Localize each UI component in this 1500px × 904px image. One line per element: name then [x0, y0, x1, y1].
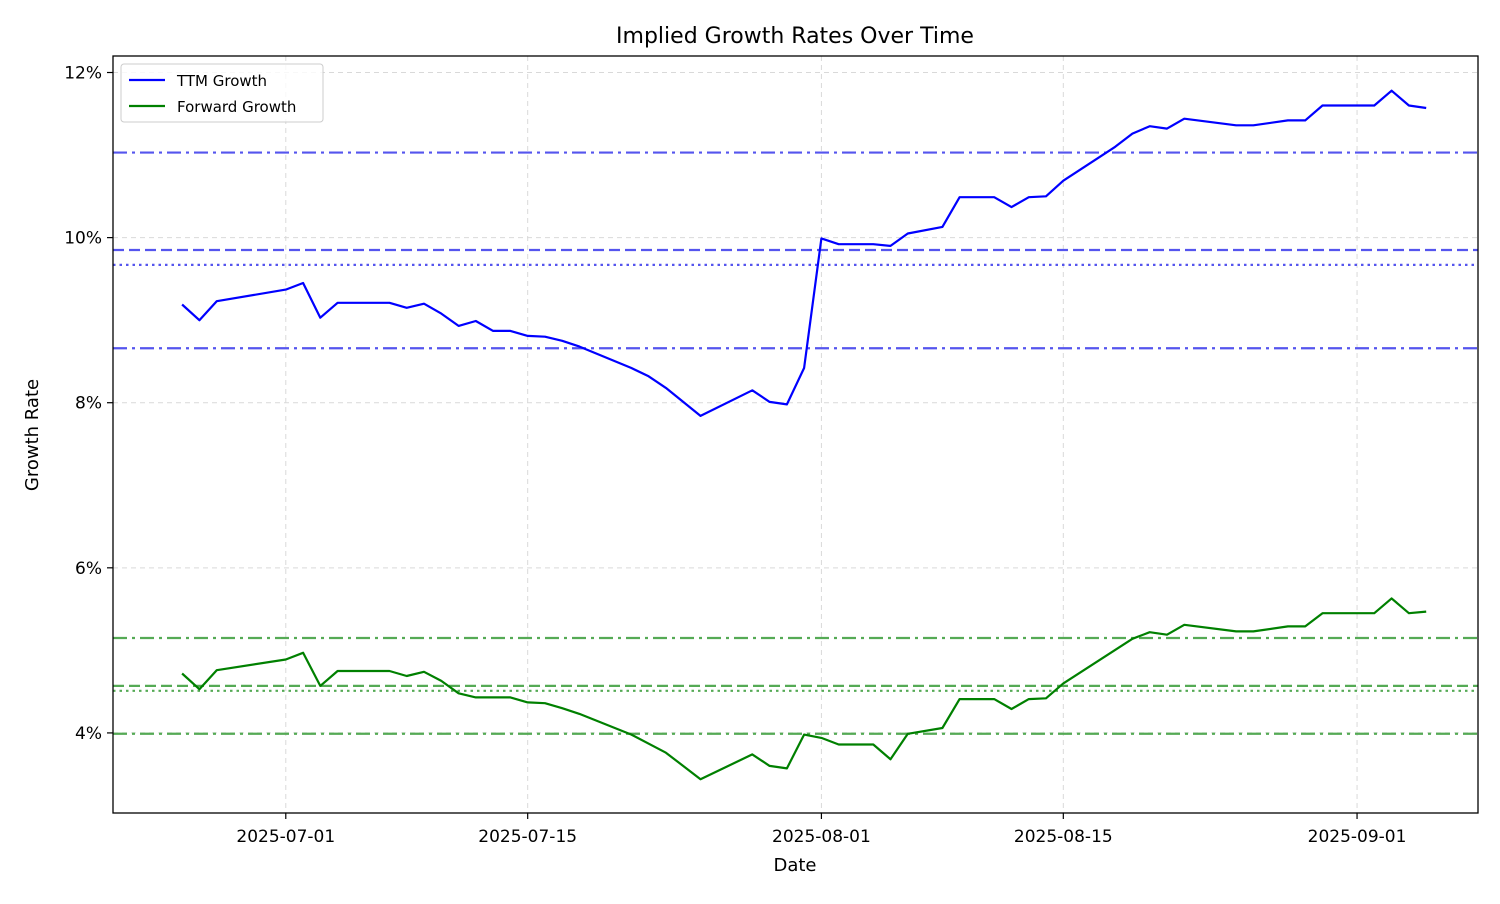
series-line-ttm-growth	[181, 89, 1427, 417]
y-tick-label: 12%	[64, 64, 102, 84]
y-tick-label: 10%	[64, 229, 102, 249]
x-tick-label: 2025-08-01	[772, 827, 871, 847]
legend-forward-label: Forward Growth	[177, 98, 296, 116]
grid	[113, 56, 1478, 813]
y-axis-label: Growth Rate	[22, 379, 43, 491]
x-tick-label: 2025-07-01	[236, 827, 335, 847]
x-tick-label: 2025-07-15	[478, 827, 577, 847]
chart-title: Implied Growth Rates Over Time	[616, 24, 974, 49]
plot-frame	[112, 55, 1479, 814]
reference-lines	[113, 151, 1478, 735]
y-axis-ticks: 4% 6% 8% 10% 12%	[64, 64, 113, 744]
legend-box	[120, 63, 324, 123]
y-tick-label: 4%	[75, 724, 102, 744]
series-line-forward-growth	[181, 597, 1427, 781]
x-axis-ticks: 2025-07-01 2025-07-15 2025-08-01 2025-08-15…	[236, 813, 1406, 847]
y-tick-label: 8%	[75, 394, 102, 414]
legend: TTM Growth Forward Growth	[120, 63, 324, 123]
y-tick-label: 6%	[75, 559, 102, 579]
x-axis-label: Date	[773, 855, 816, 876]
series-lines	[181, 89, 1427, 781]
x-tick-label: 2025-09-01	[1308, 827, 1407, 847]
x-tick-label: 2025-08-15	[1014, 827, 1113, 847]
legend-ttm-label: TTM Growth	[176, 72, 267, 90]
